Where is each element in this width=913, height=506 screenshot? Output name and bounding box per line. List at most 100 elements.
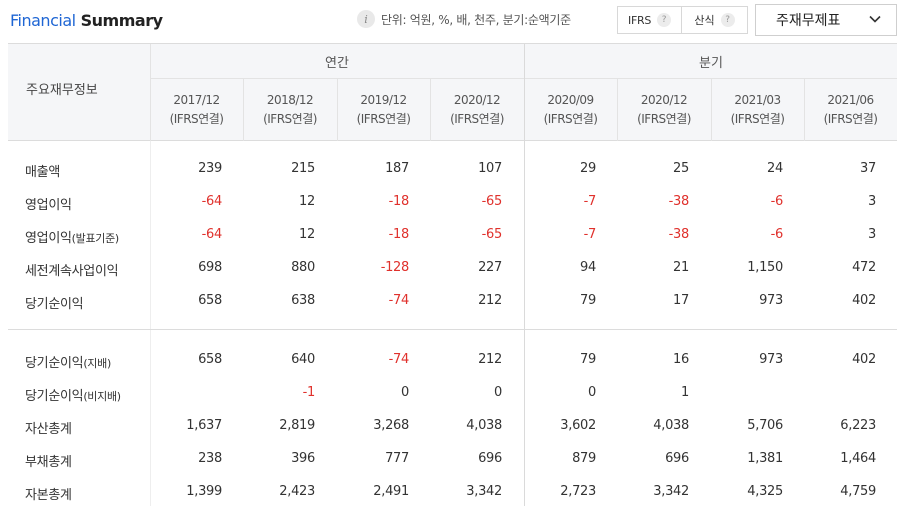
table-cell: 3,342 <box>653 484 689 499</box>
ifrs-label: IFRS <box>628 13 651 27</box>
row-label: 당기순이익(비지배) <box>25 385 121 404</box>
formula-button[interactable]: 산식 ? <box>682 7 747 33</box>
table-cell: -38 <box>668 227 690 242</box>
table-header <box>8 44 897 141</box>
table-cell: 2,491 <box>373 484 409 499</box>
table-cell: 107 <box>478 161 502 176</box>
column-divider <box>617 78 618 141</box>
row-label-main: 세전계속사업이익 <box>25 264 119 279</box>
header-divider <box>150 78 897 79</box>
table-cell: -65 <box>481 194 503 209</box>
table-cell: 3,602 <box>560 418 596 433</box>
period-date: 2017/12 <box>173 92 220 107</box>
table-cell: 0 <box>494 385 502 400</box>
table-cell: -64 <box>201 227 223 242</box>
table-cell: -38 <box>668 194 690 209</box>
table-cell: 973 <box>759 293 783 308</box>
period-date: 2021/03 <box>734 92 781 107</box>
table-cell: 25 <box>673 161 689 176</box>
table-cell: 698 <box>198 260 222 275</box>
table-cell: 239 <box>198 161 222 176</box>
column-divider <box>804 78 805 141</box>
column-divider <box>337 78 338 141</box>
row-label-main: 영업이익 <box>25 231 72 246</box>
table-cell: 29 <box>580 161 596 176</box>
period-header: 2019/12 (IFRS연결) <box>337 78 430 141</box>
table-cell: 3,342 <box>466 484 502 499</box>
title-rest: Summary <box>80 11 163 30</box>
table-cell: 1,464 <box>840 451 876 466</box>
row-label: 영업이익 <box>25 194 72 213</box>
table-cell: 658 <box>198 352 222 367</box>
row-label: 당기순이익(지배) <box>25 352 111 371</box>
ifrs-formula-toggle: IFRS ? 산식 ? <box>617 6 748 34</box>
table-cell: 4,325 <box>747 484 783 499</box>
column-divider <box>711 78 712 141</box>
table-cell: 4,759 <box>840 484 876 499</box>
row-label: 자본총계 <box>25 484 72 503</box>
ifrs-help-icon[interactable]: ? <box>657 13 671 27</box>
table-cell: 79 <box>580 352 596 367</box>
table-cell: 0 <box>588 385 596 400</box>
table-cell: 16 <box>673 352 689 367</box>
statement-type-select[interactable]: 주재무제표 <box>755 4 897 36</box>
table-cell: 12 <box>299 194 315 209</box>
table-cell: -128 <box>380 260 410 275</box>
unit-info: i 단위: 억원, %, 배, 천주, 분기:순액기준 <box>357 9 571 29</box>
table-cell: 1,150 <box>747 260 783 275</box>
row-label-sub: (비지배) <box>83 390 121 403</box>
table-cell: 0 <box>401 385 409 400</box>
table-cell: 638 <box>291 293 315 308</box>
info-icon[interactable]: i <box>357 10 375 28</box>
table-cell: 2,723 <box>560 484 596 499</box>
financial-summary-table: 주요재무정보 연간 분기 2017/12 (IFRS연결) 2018/12 (IFRS… <box>8 43 897 506</box>
table-cell: -64 <box>201 194 223 209</box>
row-label-main: 자본총계 <box>25 488 72 503</box>
row-label: 당기순이익 <box>25 293 84 312</box>
ifrs-button[interactable]: IFRS ? <box>618 7 682 33</box>
group-annual: 연간 <box>325 55 349 71</box>
table-cell: 12 <box>299 227 315 242</box>
period-header: 2020/09 (IFRS연결) <box>524 78 617 141</box>
formula-help-icon[interactable]: ? <box>720 13 735 27</box>
table-cell: -7 <box>583 194 597 209</box>
period-date: 2019/12 <box>360 92 407 107</box>
table-cell: 1 <box>681 385 689 400</box>
table-cell: 215 <box>291 161 315 176</box>
table-cell: 79 <box>580 293 596 308</box>
row-label-main: 당기순이익 <box>25 297 84 312</box>
row-label-main: 매출액 <box>25 165 60 180</box>
period-basis: (IFRS연결) <box>543 111 598 126</box>
row-label: 자산총계 <box>25 418 72 437</box>
table-cell: 227 <box>478 260 502 275</box>
group-divider <box>524 44 525 506</box>
table-cell: 4,038 <box>653 418 689 433</box>
row-label-sub: (지배) <box>83 357 111 370</box>
table-cell: 1,637 <box>186 418 222 433</box>
table-cell: 5,706 <box>747 418 783 433</box>
period-basis: (IFRS연결) <box>450 111 504 126</box>
table-cell: 402 <box>852 352 876 367</box>
table-cell: 212 <box>478 352 502 367</box>
table-cell: 1,399 <box>186 484 222 499</box>
row-label: 부채총계 <box>25 451 72 470</box>
table-cell: 658 <box>198 293 222 308</box>
table-cell: 187 <box>385 161 409 176</box>
table-cell: 37 <box>860 161 876 176</box>
table-cell: 238 <box>198 451 222 466</box>
table-cell: -1 <box>302 385 316 400</box>
period-basis: (IFRS연결) <box>637 111 691 126</box>
table-cell: 640 <box>291 352 315 367</box>
table-cell: -6 <box>770 194 784 209</box>
period-date: 2018/12 <box>266 92 314 107</box>
period-date: 2021/06 <box>827 92 874 107</box>
table-cell: 2,819 <box>279 418 315 433</box>
row-label-main: 부채총계 <box>25 455 72 470</box>
table-cell: -6 <box>770 227 784 242</box>
table-cell: 880 <box>291 260 315 275</box>
row-label: 매출액 <box>25 161 60 180</box>
page-title: Financial Summary <box>10 11 163 30</box>
period-header: 2018/12 (IFRS연결) <box>243 78 337 141</box>
formula-label: 산식 <box>694 14 715 27</box>
group-quarterly: 분기 <box>699 55 723 71</box>
